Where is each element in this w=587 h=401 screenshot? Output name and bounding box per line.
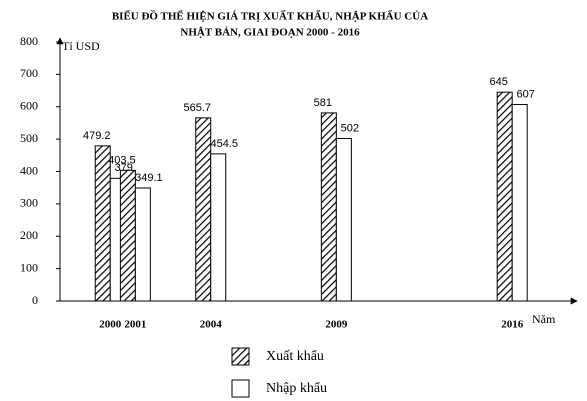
x-tick-label: 2000: [99, 319, 122, 331]
bar: [496, 91, 513, 302]
value-label: 349.1: [135, 172, 163, 184]
value-label: 403.5: [108, 154, 136, 166]
value-label: 565.7: [183, 102, 211, 114]
y-tick-label: 200: [20, 228, 38, 242]
legend-swatch: [231, 347, 250, 366]
x-tick-label: 2004: [200, 319, 223, 331]
bar: [119, 169, 136, 302]
chart-title: NHẬT BẢN, GIAI ĐOẠN 2000 - 2016: [180, 26, 360, 39]
bar: [335, 137, 352, 302]
bar: [94, 145, 111, 302]
legend-swatch: [231, 379, 250, 398]
legend-label: Xuất khẩu: [266, 349, 324, 364]
value-label: 645: [490, 76, 508, 88]
chart-title: BIỂU ĐỒ THỂ HIỆN GIÁ TRỊ XUẤT KHẨU, NHẬP…: [112, 10, 428, 23]
y-tick-label: 300: [20, 196, 38, 210]
bar: [134, 187, 151, 302]
legend-label: Nhập khẩu: [266, 381, 327, 396]
value-label: 502: [341, 122, 359, 134]
y-tick-label: 700: [20, 66, 38, 80]
y-axis-label: Tỉ USD: [62, 39, 100, 53]
x-tick-label: 2016: [501, 319, 524, 331]
x-tick-label: 2009: [325, 319, 348, 331]
y-tick-label: 0: [32, 293, 38, 307]
value-label: 607: [517, 88, 535, 100]
value-label: 581: [314, 97, 332, 109]
x-tick-label: 2001: [124, 319, 146, 331]
y-tick-label: 100: [20, 260, 38, 274]
y-tick-label: 400: [20, 163, 38, 177]
y-tick-label: 600: [20, 99, 38, 113]
bar: [320, 112, 337, 302]
bar: [195, 117, 212, 302]
y-tick-label: 800: [20, 34, 38, 48]
value-label: 454.5: [210, 138, 238, 150]
value-label: 479.2: [83, 130, 111, 142]
bar: [210, 153, 227, 302]
x-axis-label: Năm: [532, 312, 556, 326]
y-tick-label: 500: [20, 131, 38, 145]
bar: [511, 103, 528, 302]
